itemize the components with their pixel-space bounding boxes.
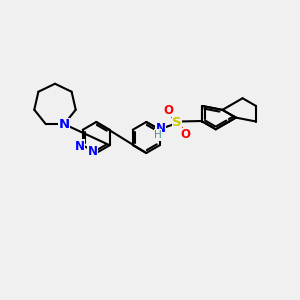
Text: O: O <box>164 103 174 116</box>
Text: N: N <box>75 140 85 153</box>
Text: N: N <box>59 118 70 131</box>
Text: S: S <box>172 116 182 129</box>
Text: N: N <box>155 122 166 136</box>
Text: N: N <box>88 145 98 158</box>
Text: H: H <box>154 130 162 140</box>
Text: O: O <box>180 128 190 142</box>
